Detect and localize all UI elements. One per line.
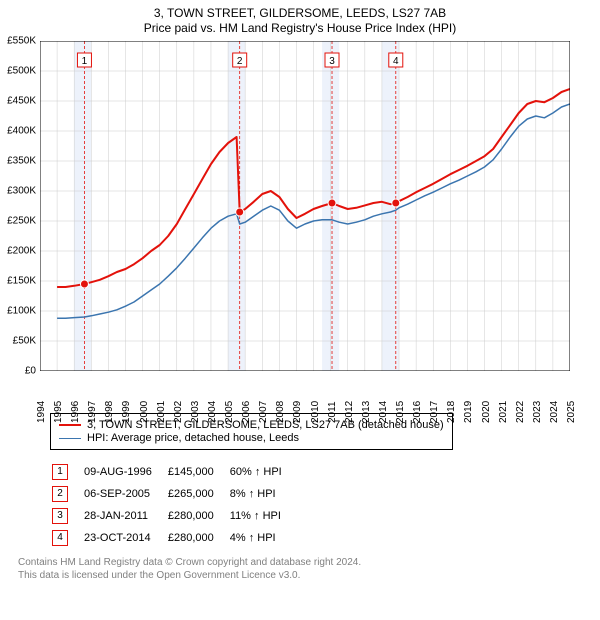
- x-tick-label: 2013: [361, 401, 372, 423]
- x-tick-label: 2000: [139, 401, 150, 423]
- y-tick-label: £50K: [13, 336, 36, 347]
- y-tick-label: £500K: [7, 66, 36, 77]
- x-tick-label: 2018: [446, 401, 457, 423]
- x-tick-label: 1997: [87, 401, 98, 423]
- y-tick-label: £350K: [7, 156, 36, 167]
- x-tick-label: 2023: [532, 401, 543, 423]
- x-tick-label: 2022: [515, 401, 526, 423]
- x-tick-label: 2019: [463, 401, 474, 423]
- event-marker: 3: [52, 508, 68, 524]
- event-pct: 4% ↑ HPI: [230, 528, 296, 548]
- x-tick-label: 2007: [258, 401, 269, 423]
- event-price: £265,000: [168, 484, 228, 504]
- event-pct: 11% ↑ HPI: [230, 506, 296, 526]
- x-tick-label: 2011: [327, 401, 338, 423]
- x-tick-label: 2009: [292, 401, 303, 423]
- x-tick-label: 1999: [121, 401, 132, 423]
- x-tick-label: 2006: [241, 401, 252, 423]
- event-price: £280,000: [168, 528, 228, 548]
- y-tick-label: £400K: [7, 126, 36, 137]
- x-tick-label: 1994: [36, 401, 47, 423]
- x-tick-label: 2024: [549, 401, 560, 423]
- event-price: £145,000: [168, 462, 228, 482]
- y-tick-label: £550K: [7, 36, 36, 47]
- y-tick-label: £300K: [7, 186, 36, 197]
- x-tick-label: 1996: [70, 401, 81, 423]
- page-container: 3, TOWN STREET, GILDERSOME, LEEDS, LS27 …: [0, 6, 600, 582]
- svg-text:3: 3: [329, 56, 335, 67]
- x-tick-label: 2014: [378, 401, 389, 423]
- svg-text:1: 1: [82, 56, 88, 67]
- chart-area: 1234 £0£50K£100K£150K£200K£250K£300K£350…: [40, 41, 570, 405]
- x-tick-label: 1995: [53, 401, 64, 423]
- x-tick-label: 2017: [429, 401, 440, 423]
- event-date: 28-JAN-2011: [84, 506, 166, 526]
- y-tick-label: £250K: [7, 216, 36, 227]
- events-table: 1 09-AUG-1996£145,00060% ↑ HPI 2 06-SEP-200…: [50, 460, 298, 550]
- x-tick-label: 2016: [412, 401, 423, 423]
- legend-swatch: [59, 424, 81, 426]
- y-tick-label: £450K: [7, 96, 36, 107]
- x-tick-label: 2002: [173, 401, 184, 423]
- event-date: 09-AUG-1996: [84, 462, 166, 482]
- x-tick-label: 2001: [156, 401, 167, 423]
- footer-line-2: This data is licensed under the Open Gov…: [18, 569, 600, 582]
- legend-row: HPI: Average price, detached house, Leed…: [59, 432, 444, 444]
- table-row: 4 23-OCT-2014£280,0004% ↑ HPI: [52, 528, 296, 548]
- chart-svg: 1 2 3 4: [40, 41, 570, 371]
- footer-attribution: Contains HM Land Registry data © Crown c…: [18, 556, 600, 582]
- svg-text:4: 4: [393, 56, 399, 67]
- x-tick-label: 2010: [310, 401, 321, 423]
- event-pct: 8% ↑ HPI: [230, 484, 296, 504]
- x-tick-label: 2025: [566, 401, 577, 423]
- chart-subtitle: Price paid vs. HM Land Registry's House …: [0, 21, 600, 35]
- event-pct: 60% ↑ HPI: [230, 462, 296, 482]
- event-price: £280,000: [168, 506, 228, 526]
- x-tick-label: 2005: [224, 401, 235, 423]
- y-tick-label: £0: [25, 366, 36, 377]
- event-date: 06-SEP-2005: [84, 484, 166, 504]
- x-tick-label: 2004: [207, 401, 218, 423]
- chart-title: 3, TOWN STREET, GILDERSOME, LEEDS, LS27 …: [0, 6, 600, 20]
- event-date: 23-OCT-2014: [84, 528, 166, 548]
- x-tick-label: 2003: [190, 401, 201, 423]
- event-marker: 2: [52, 486, 68, 502]
- x-tick-label: 2015: [395, 401, 406, 423]
- event-marker: 4: [52, 530, 68, 546]
- y-tick-label: £200K: [7, 246, 36, 257]
- legend-label: HPI: Average price, detached house, Leed…: [87, 432, 299, 444]
- footer-line-1: Contains HM Land Registry data © Crown c…: [18, 556, 600, 569]
- x-tick-label: 2020: [481, 401, 492, 423]
- x-tick-label: 2012: [344, 401, 355, 423]
- table-row: 2 06-SEP-2005£265,0008% ↑ HPI: [52, 484, 296, 504]
- y-tick-label: £100K: [7, 306, 36, 317]
- y-tick-label: £150K: [7, 276, 36, 287]
- table-row: 3 28-JAN-2011£280,00011% ↑ HPI: [52, 506, 296, 526]
- x-tick-label: 1998: [104, 401, 115, 423]
- event-marker: 1: [52, 464, 68, 480]
- svg-text:2: 2: [237, 56, 243, 67]
- x-tick-label: 2021: [498, 401, 509, 423]
- table-row: 1 09-AUG-1996£145,00060% ↑ HPI: [52, 462, 296, 482]
- x-tick-label: 2008: [275, 401, 286, 423]
- legend-swatch: [59, 438, 81, 439]
